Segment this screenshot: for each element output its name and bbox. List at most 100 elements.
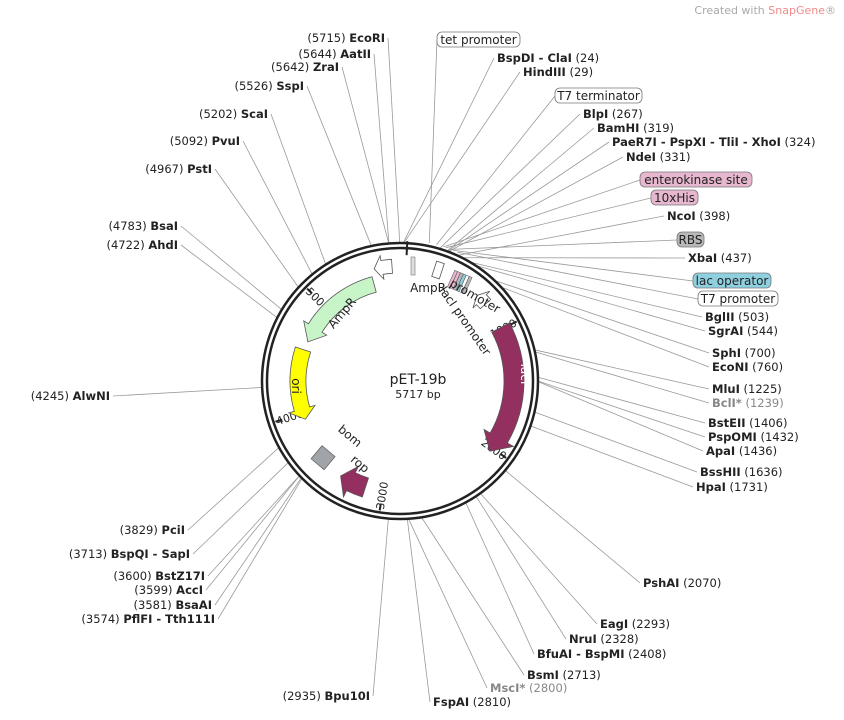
feature-bom[interactable] — [310, 445, 336, 471]
site-label-xbai[interactable]: XbaI (437) — [688, 251, 752, 265]
site-label-fspai[interactable]: FspAI (2810) — [433, 695, 511, 709]
site-label-sgrai[interactable]: SgrAI (544) — [708, 324, 778, 338]
site-position: (3599) — [134, 583, 176, 597]
site-label-bcli-[interactable]: BclI* (1239) — [712, 396, 784, 410]
site-line — [465, 503, 535, 655]
site-line — [270, 113, 326, 264]
site-label-sphi[interactable]: SphI (700) — [712, 346, 776, 360]
site-name: ZraI — [313, 60, 339, 74]
feature-ori[interactable] — [287, 346, 316, 420]
site-position: (1731) — [726, 480, 768, 494]
site-line — [448, 141, 610, 252]
site-position: (4967) — [145, 162, 187, 176]
site-line — [403, 57, 495, 243]
site-label-acci[interactable]: (3599) AccI — [134, 583, 203, 597]
site-position: (3829) — [120, 523, 162, 537]
feature-line — [436, 95, 556, 246]
site-name: AatII — [340, 47, 371, 61]
site-label-alwni[interactable]: (4245) AlwNI — [31, 389, 110, 403]
site-label-ndei[interactable]: NdeI (331) — [626, 150, 691, 164]
feature-line — [428, 39, 438, 244]
feature-rop[interactable] — [340, 465, 370, 499]
feature-box-tet-promoter[interactable] — [436, 31, 521, 48]
site-line — [387, 37, 401, 243]
site-label-msci-[interactable]: MscI* (2800) — [490, 681, 567, 695]
feature-box-t7-promoter[interactable] — [697, 290, 779, 307]
site-label-bspdi-clai[interactable]: BspDI - ClaI (24) — [497, 51, 599, 65]
site-label-ahdi[interactable]: (4722) AhdI — [106, 238, 178, 252]
plasmid-size: 5717 bp — [395, 388, 440, 401]
site-label-apai[interactable]: ApaI (1436) — [706, 444, 777, 458]
feature-small-promoter — [410, 256, 416, 276]
feature-box-t7-terminator[interactable] — [554, 87, 643, 104]
site-position: (3713) — [69, 547, 111, 561]
site-label-bglii[interactable]: BglII (503) — [705, 310, 769, 324]
site-line — [192, 462, 289, 555]
site-position: (1432) — [757, 430, 799, 444]
feature-laci[interactable] — [483, 322, 525, 452]
site-label-pshai[interactable]: PshAI (2070) — [643, 576, 721, 590]
site-line — [449, 156, 624, 252]
feature-box-enterokinase-site[interactable] — [639, 171, 753, 188]
site-line — [187, 447, 279, 531]
site-label-econi[interactable]: EcoNI (760) — [712, 360, 783, 374]
site-label-paer7i-pspxi-tlii-xhoi[interactable]: PaeR7I - PspXI - TliI - XhoI (324) — [612, 135, 815, 149]
site-label-sspi[interactable]: (5526) SspI — [234, 79, 304, 93]
site-label-eagi[interactable]: EagI (2293) — [600, 617, 670, 631]
site-label-scai[interactable]: (5202) ScaI — [199, 107, 268, 121]
site-labels: (5715) EcoRI (5644) AatII(5642) ZraI (5526… — [31, 31, 816, 709]
site-label-psti[interactable]: (4967) PstI — [145, 162, 212, 176]
site-label-hindiii[interactable]: HindIII (29) — [523, 65, 593, 79]
site-label-bsshii[interactable]: BssHII (1636) — [700, 465, 783, 479]
site-label-bsaai[interactable]: (3581) BsaAI — [134, 598, 212, 612]
feature-box-rbs[interactable] — [676, 231, 705, 248]
site-name: SgrAI — [708, 324, 743, 338]
site-name: PflFI - Tth111I — [123, 612, 215, 626]
site-position: (2935) — [283, 689, 325, 703]
site-line — [531, 425, 694, 488]
site-label-pcii[interactable]: (3829) PciI — [120, 523, 185, 537]
site-label-ncoi[interactable]: NcoI (398) — [667, 209, 730, 223]
site-label-bpu10i[interactable]: (2935) Bpu10I — [283, 689, 370, 703]
site-name: ScaI — [241, 107, 268, 121]
site-name: Bpu10I — [325, 689, 370, 703]
site-position: (4722) — [106, 238, 148, 252]
site-name: NruI — [569, 632, 597, 646]
site-position: (2293) — [628, 617, 670, 631]
site-label-bsai[interactable]: (4783) BsaI — [108, 219, 178, 233]
site-name: BglII — [705, 310, 735, 324]
site-name: ApaI — [706, 444, 735, 458]
site-name: HindIII — [523, 65, 566, 79]
credit-suffix: ® — [825, 4, 836, 17]
feature-box-lac-operator[interactable] — [692, 272, 772, 289]
site-label-hpai[interactable]: HpaI (1731) — [696, 480, 768, 494]
site-label-nrui[interactable]: NruI (2328) — [569, 632, 639, 646]
site-name: BamHI — [597, 121, 639, 135]
site-label-bsteii[interactable]: BstEII (1406) — [708, 416, 787, 430]
site-label-zrai[interactable]: (5642) ZraI — [271, 60, 339, 74]
site-label-bspqi-sapi[interactable]: (3713) BspQI - SapI — [69, 547, 190, 561]
site-label-pspomi[interactable]: PspOMI (1432) — [708, 430, 799, 444]
feature-box-10xhis[interactable] — [650, 189, 699, 206]
site-label-bsmi[interactable]: BsmI (2713) — [527, 668, 601, 682]
feature-ampr[interactable] — [303, 276, 377, 343]
site-label-blpi[interactable]: BlpI (267) — [583, 107, 643, 121]
site-line — [180, 225, 282, 310]
feature-ampr-promoter[interactable] — [373, 254, 393, 281]
site-label-pflfi-tth111i[interactable]: (3574) PflFI - Tth111I — [81, 612, 215, 626]
site-label-bamhi[interactable]: BamHI (319) — [597, 121, 674, 135]
site-label-ecori[interactable]: (5715) EcoRI — [307, 31, 385, 45]
site-name: BstEII — [708, 416, 746, 430]
site-label-aatii[interactable]: (5644) AatII — [298, 47, 371, 61]
feature-laci-promoter[interactable] — [472, 290, 492, 310]
site-label-bfuai-bspmi[interactable]: BfuAI - BspMI (2408) — [537, 647, 666, 661]
tick-mark — [510, 320, 518, 326]
site-position: (398) — [696, 209, 731, 223]
site-label-bstz17i[interactable]: (3600) BstZ17I — [113, 569, 205, 583]
site-label-mlui[interactable]: MluI (1225) — [712, 382, 782, 396]
feature-tet-promoter[interactable] — [431, 260, 445, 280]
site-label-pvui[interactable]: (5092) PvuI — [170, 134, 240, 148]
site-position: (324) — [781, 135, 816, 149]
site-name: BspDI - ClaI — [497, 51, 572, 65]
site-position: (5642) — [271, 60, 313, 74]
